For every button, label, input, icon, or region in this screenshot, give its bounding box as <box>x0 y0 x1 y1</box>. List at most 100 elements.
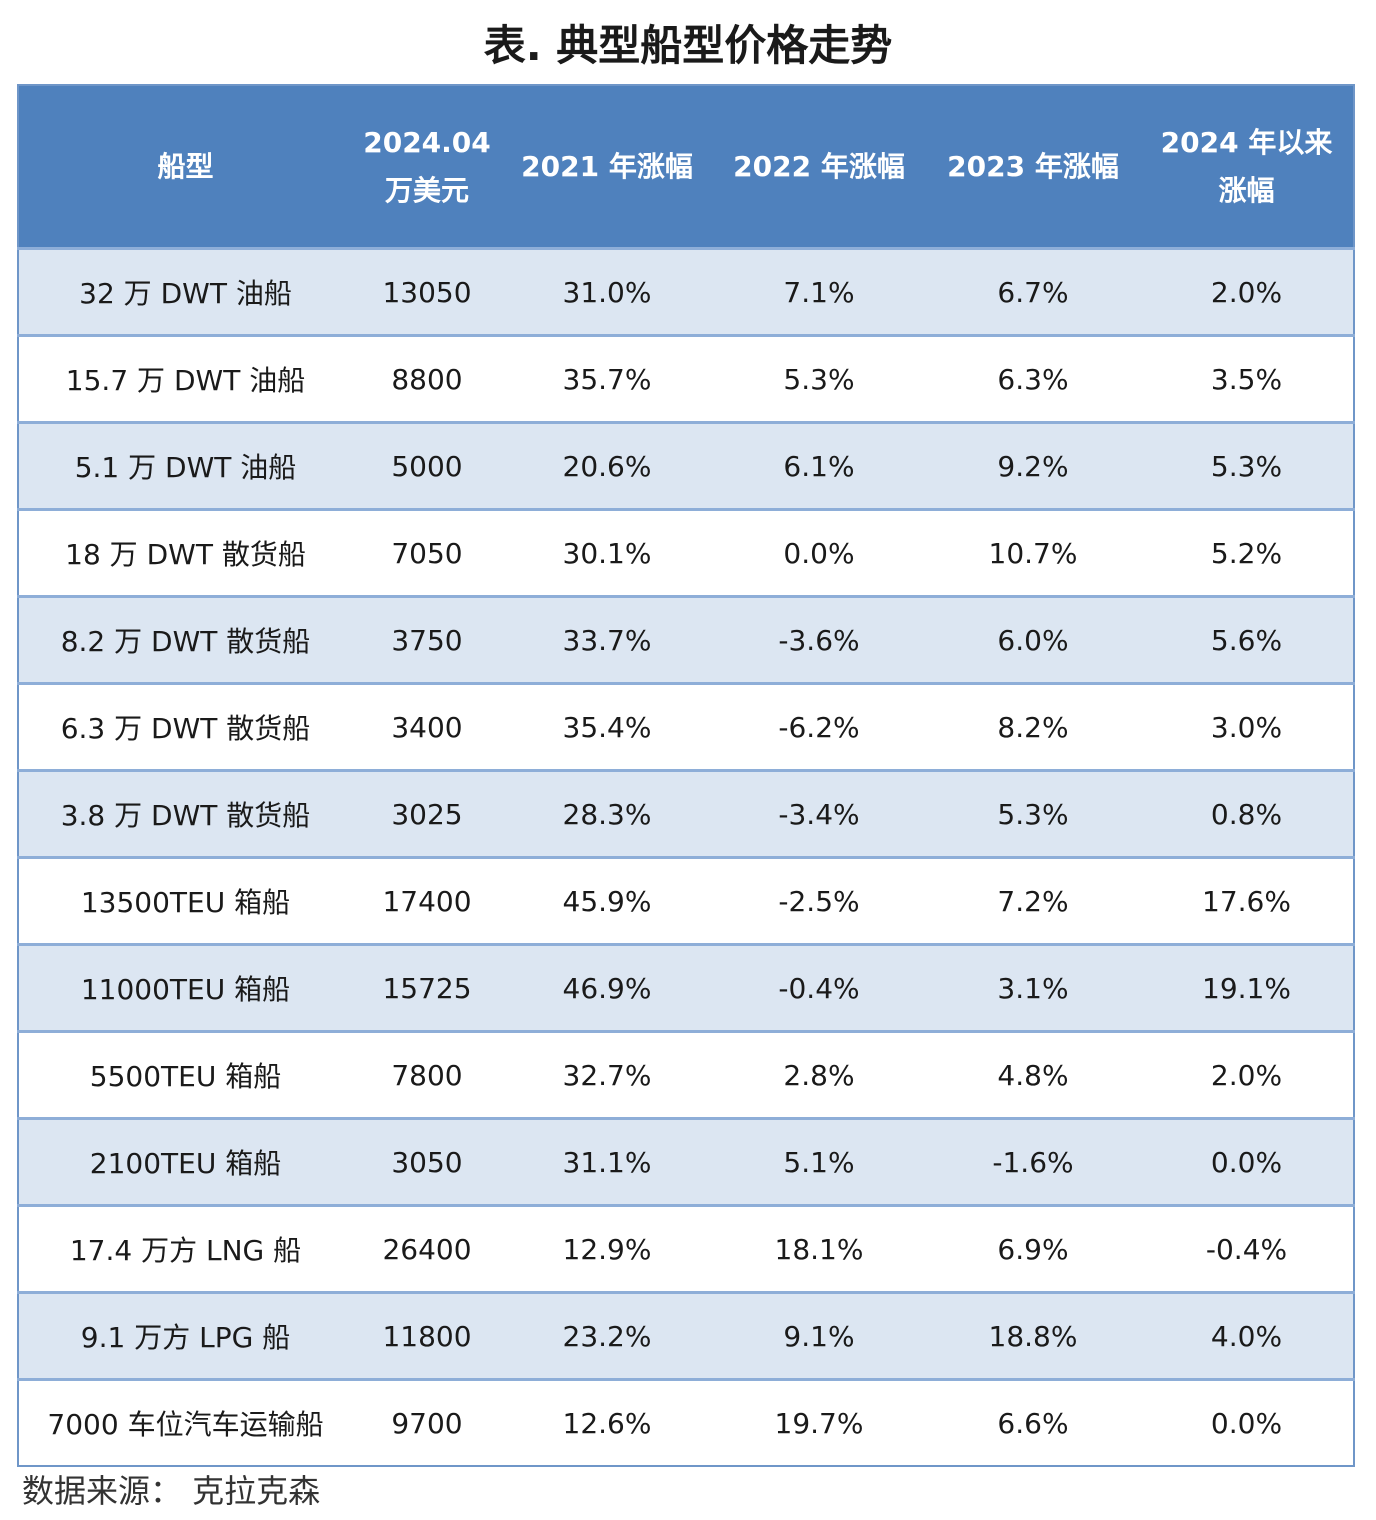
header-line: 2024.04 <box>363 125 491 159</box>
table-cell: 6.9% <box>926 1204 1140 1293</box>
table-cell: 33.7% <box>502 595 712 684</box>
table-cell: 6.1% <box>712 421 926 510</box>
table-cell: 5.3% <box>926 769 1140 858</box>
table-row: 3.8 万 DWT 散货船 3025 28.3% -3.4% 5.3% 0.8% <box>18 769 1354 858</box>
table-cell: 5.1 万 DWT 油船 <box>18 421 352 510</box>
table-cell: 5.6% <box>1140 595 1354 684</box>
table-cell: 31.1% <box>502 1117 712 1206</box>
table-cell: 0.8% <box>1140 769 1354 858</box>
table-cell: 4.8% <box>926 1030 1140 1119</box>
header-cell: 2022 年涨幅 <box>712 85 926 249</box>
table-cell: 5.3% <box>1140 421 1354 510</box>
table-cell: 32.7% <box>502 1030 712 1119</box>
table-cell: 8.2% <box>926 682 1140 771</box>
table-cell: -0.4% <box>712 943 926 1032</box>
header-line: 涨幅 <box>1218 173 1275 207</box>
header-row: 船型 2024.04 万美元 2021 年涨幅 2022 年涨幅 2023 年涨幅 2024… <box>18 85 1354 249</box>
table-row: 6.3 万 DWT 散货船 3400 35.4% -6.2% 8.2% 3.0% <box>18 682 1354 771</box>
table-title: 表. 典型船型价格走势 <box>483 21 893 70</box>
table-row: 5.1 万 DWT 油船 5000 20.6% 6.1% 9.2% 5.3% <box>18 421 1354 510</box>
table-cell: 6.0% <box>926 595 1140 684</box>
table-cell: -2.5% <box>712 856 926 945</box>
table-cell: 3750 <box>352 595 502 684</box>
table-cell: 7000 车位汽车运输船 <box>18 1378 352 1466</box>
table-cell: 3.1% <box>926 943 1140 1032</box>
header-cell: 2023 年涨幅 <box>926 85 1140 249</box>
table-cell: 3400 <box>352 682 502 771</box>
header-line: 2023 年涨幅 <box>947 149 1119 183</box>
table-cell: 28.3% <box>502 769 712 858</box>
table-cell: 46.9% <box>502 943 712 1032</box>
header-line: 2021 年涨幅 <box>521 149 693 183</box>
table-cell: 0.0% <box>1140 1378 1354 1466</box>
table-cell: 7050 <box>352 508 502 597</box>
table-cell: 26400 <box>352 1204 502 1293</box>
table-cell: 0.0% <box>712 508 926 597</box>
table-cell: 8800 <box>352 334 502 423</box>
header-cell: 2024 年以来 涨幅 <box>1140 85 1354 249</box>
table-cell: -3.4% <box>712 769 926 858</box>
table-cell: 7.1% <box>712 247 926 336</box>
table-cell: 8.2 万 DWT 散货船 <box>18 595 352 684</box>
table-cell: 5.1% <box>712 1117 926 1206</box>
table-cell: 18.8% <box>926 1291 1140 1380</box>
table-row: 32 万 DWT 油船 13050 31.0% 7.1% 6.7% 2.0% <box>18 247 1354 336</box>
table-cell: 17.6% <box>1140 856 1354 945</box>
table-cell: 23.2% <box>502 1291 712 1380</box>
table-cell: 15.7 万 DWT 油船 <box>18 334 352 423</box>
table-cell: 13500TEU 箱船 <box>18 856 352 945</box>
price-table: 船型 2024.04 万美元 2021 年涨幅 2022 年涨幅 2023 年涨幅 2024… <box>17 84 1355 1467</box>
table-cell: 6.6% <box>926 1378 1140 1466</box>
table-cell: 17.4 万方 LNG 船 <box>18 1204 352 1293</box>
table-cell: 9.1 万方 LPG 船 <box>18 1291 352 1380</box>
table-cell: 18.1% <box>712 1204 926 1293</box>
header-line: 2024 年以来 <box>1160 125 1333 159</box>
table-cell: 4.0% <box>1140 1291 1354 1380</box>
table-cell: 2100TEU 箱船 <box>18 1117 352 1206</box>
table-cell: 5.3% <box>712 334 926 423</box>
table-cell: -0.4% <box>1140 1204 1354 1293</box>
table-cell: 3025 <box>352 769 502 858</box>
header-line: 船型 <box>157 149 214 183</box>
table-cell: 35.4% <box>502 682 712 771</box>
header-cell: 2021 年涨幅 <box>502 85 712 249</box>
table-row: 18 万 DWT 散货船 7050 30.1% 0.0% 10.7% 5.2% <box>18 508 1354 597</box>
table-cell: 45.9% <box>502 856 712 945</box>
table-cell: 10.7% <box>926 508 1140 597</box>
table-cell: 3.8 万 DWT 散货船 <box>18 769 352 858</box>
table-cell: 9700 <box>352 1378 502 1466</box>
table-cell: 9.2% <box>926 421 1140 510</box>
table-cell: 7800 <box>352 1030 502 1119</box>
table-row: 11000TEU 箱船 15725 46.9% -0.4% 3.1% 19.1% <box>18 943 1354 1032</box>
table-row: 7000 车位汽车运输船 9700 12.6% 19.7% 6.6% 0.0% <box>18 1378 1354 1466</box>
table-cell: 5000 <box>352 421 502 510</box>
table-cell: 2.8% <box>712 1030 926 1119</box>
source-note: 数据来源： 克拉克森 <box>22 1472 321 1510</box>
table-cell: 12.6% <box>502 1378 712 1466</box>
table-row: 13500TEU 箱船 17400 45.9% -2.5% 7.2% 17.6% <box>18 856 1354 945</box>
table-cell: -3.6% <box>712 595 926 684</box>
table-cell: 6.7% <box>926 247 1140 336</box>
table-cell: 11800 <box>352 1291 502 1380</box>
table-cell: 18 万 DWT 散货船 <box>18 508 352 597</box>
table-cell: -6.2% <box>712 682 926 771</box>
table-cell: 7.2% <box>926 856 1140 945</box>
table-cell: 6.3% <box>926 334 1140 423</box>
table-row: 2100TEU 箱船 3050 31.1% 5.1% -1.6% 0.0% <box>18 1117 1354 1206</box>
table-row: 15.7 万 DWT 油船 8800 35.7% 5.3% 6.3% 3.5% <box>18 334 1354 423</box>
table-cell: 2.0% <box>1140 247 1354 336</box>
table-row: 9.1 万方 LPG 船 11800 23.2% 9.1% 18.8% 4.0% <box>18 1291 1354 1380</box>
table-cell: 17400 <box>352 856 502 945</box>
table-cell: 11000TEU 箱船 <box>18 943 352 1032</box>
table-cell: 13050 <box>352 247 502 336</box>
table-cell: 20.6% <box>502 421 712 510</box>
table-cell: 31.0% <box>502 247 712 336</box>
header-line: 万美元 <box>384 173 469 207</box>
table-cell: 5.2% <box>1140 508 1354 597</box>
table-cell: 3.0% <box>1140 682 1354 771</box>
table-cell: 2.0% <box>1140 1030 1354 1119</box>
table-cell: 19.1% <box>1140 943 1354 1032</box>
table-cell: -1.6% <box>926 1117 1140 1206</box>
table-cell: 0.0% <box>1140 1117 1354 1206</box>
